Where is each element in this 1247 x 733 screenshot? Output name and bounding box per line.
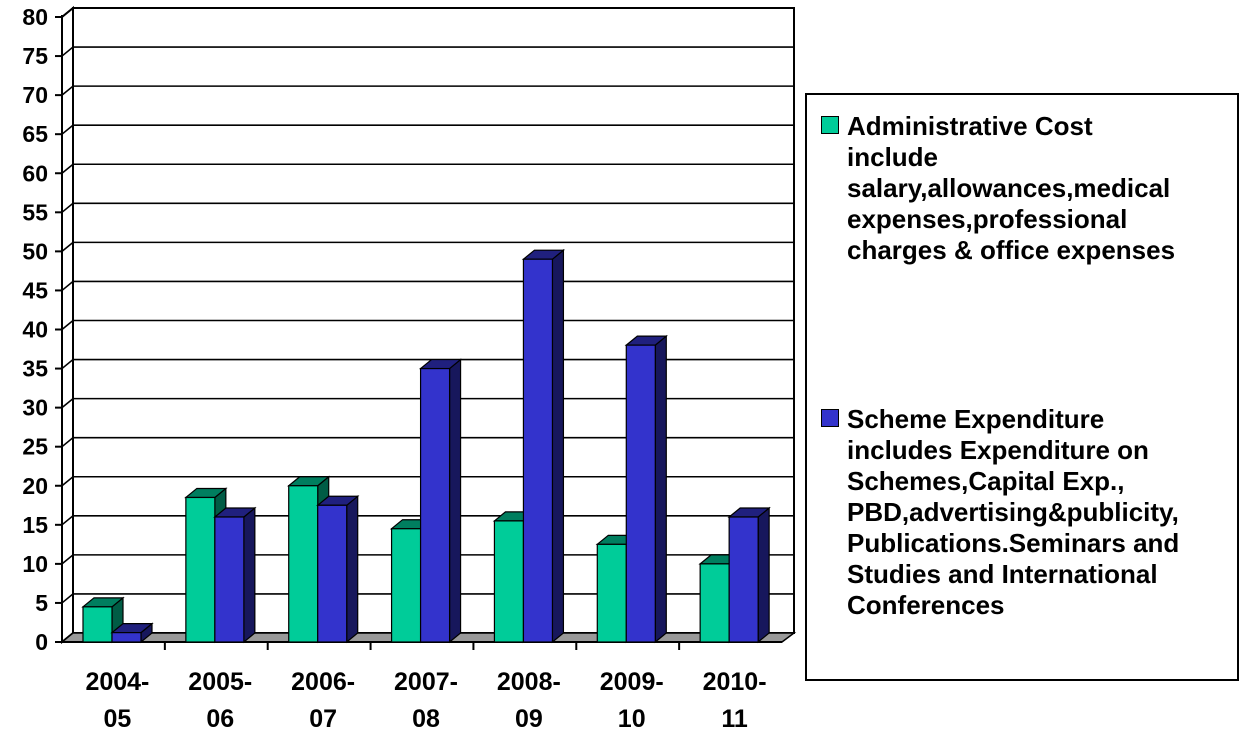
y-tick-label: 5 — [35, 590, 48, 616]
bar — [521, 248, 566, 644]
bar — [316, 495, 360, 644]
legend-item-administrative-cost: Administrative Cost include salary,allowan… — [821, 111, 1231, 266]
x-tick-label: 2007-08 — [394, 668, 458, 733]
bar-side — [654, 334, 667, 644]
bar — [727, 506, 771, 644]
bar-front — [596, 543, 627, 643]
x-tick-label: 2010-11 — [703, 668, 767, 733]
bar-front — [728, 516, 759, 643]
bar-front — [625, 344, 656, 643]
bar-front — [317, 504, 348, 643]
bar-front — [214, 516, 245, 643]
x-tick-label: 2005-06 — [188, 668, 252, 733]
bar-front — [699, 563, 730, 643]
gridline — [61, 46, 794, 57]
bar-front — [390, 528, 422, 643]
bar-side — [551, 248, 565, 644]
y-tick-label: 25 — [22, 434, 48, 460]
y-axis-tick-labels: 0 5 10 15 20 25 30 35 40 45 50 55 60 65 70 75 80 — [22, 4, 48, 655]
bar-side — [243, 506, 256, 644]
legend-swatch-scheme-expenditure — [821, 409, 839, 427]
gridline — [61, 124, 794, 135]
y-tick-label: 40 — [22, 317, 48, 343]
x-tick-label: 2009-10 — [600, 668, 664, 733]
bar-front — [185, 496, 216, 643]
bar — [624, 334, 668, 644]
bar-front — [82, 606, 113, 643]
bar-front — [493, 520, 525, 643]
bar-front — [111, 632, 142, 643]
y-tick-label: 45 — [22, 277, 48, 303]
bar-side — [757, 506, 770, 644]
bar-front — [522, 258, 554, 643]
y-tick-label: 60 — [22, 160, 48, 186]
x-tick-label: 2008-09 — [497, 668, 561, 733]
bar — [213, 506, 257, 644]
y-tick-label: 30 — [22, 395, 48, 421]
bar-side — [448, 358, 462, 644]
gridline — [61, 7, 794, 18]
gridline — [61, 202, 794, 213]
y-tick-label: 70 — [22, 82, 48, 108]
y-tick-label: 15 — [22, 512, 48, 538]
legend-swatch-administrative-cost — [821, 116, 839, 134]
y-tick-label: 35 — [22, 356, 48, 382]
legend-label-administrative-cost: Administrative Cost include salary,allowan… — [847, 111, 1176, 265]
gridline — [61, 85, 794, 96]
legend: Administrative Cost include salary,allowan… — [805, 93, 1239, 681]
y-tick-label: 55 — [22, 199, 48, 225]
bar-side — [346, 495, 359, 644]
bar — [418, 358, 463, 644]
bar-front — [419, 367, 451, 643]
y-tick-label: 75 — [22, 43, 48, 69]
x-tick-label: 2006-07 — [291, 668, 355, 733]
x-tick-label: 2004-05 — [85, 668, 149, 733]
bar — [110, 622, 154, 644]
y-tick-label: 65 — [22, 121, 48, 147]
y-tick-label: 80 — [22, 4, 48, 30]
gridline — [61, 163, 794, 174]
bar-front — [288, 485, 319, 643]
gridline — [61, 241, 794, 252]
legend-label-scheme-expenditure: Scheme Expenditure includes Expenditure o… — [847, 404, 1180, 620]
y-tick-label: 20 — [22, 473, 48, 499]
y-tick-label: 10 — [22, 551, 48, 577]
y-tick-label: 50 — [22, 238, 48, 264]
x-axis-tick-labels: 2004-05 2005-06 2006-07 2007-08 2008-09 2009-… — [85, 668, 766, 733]
legend-item-scheme-expenditure: Scheme Expenditure includes Expenditure o… — [821, 404, 1231, 621]
bars — [81, 248, 771, 644]
y-tick-label: 0 — [35, 629, 48, 655]
